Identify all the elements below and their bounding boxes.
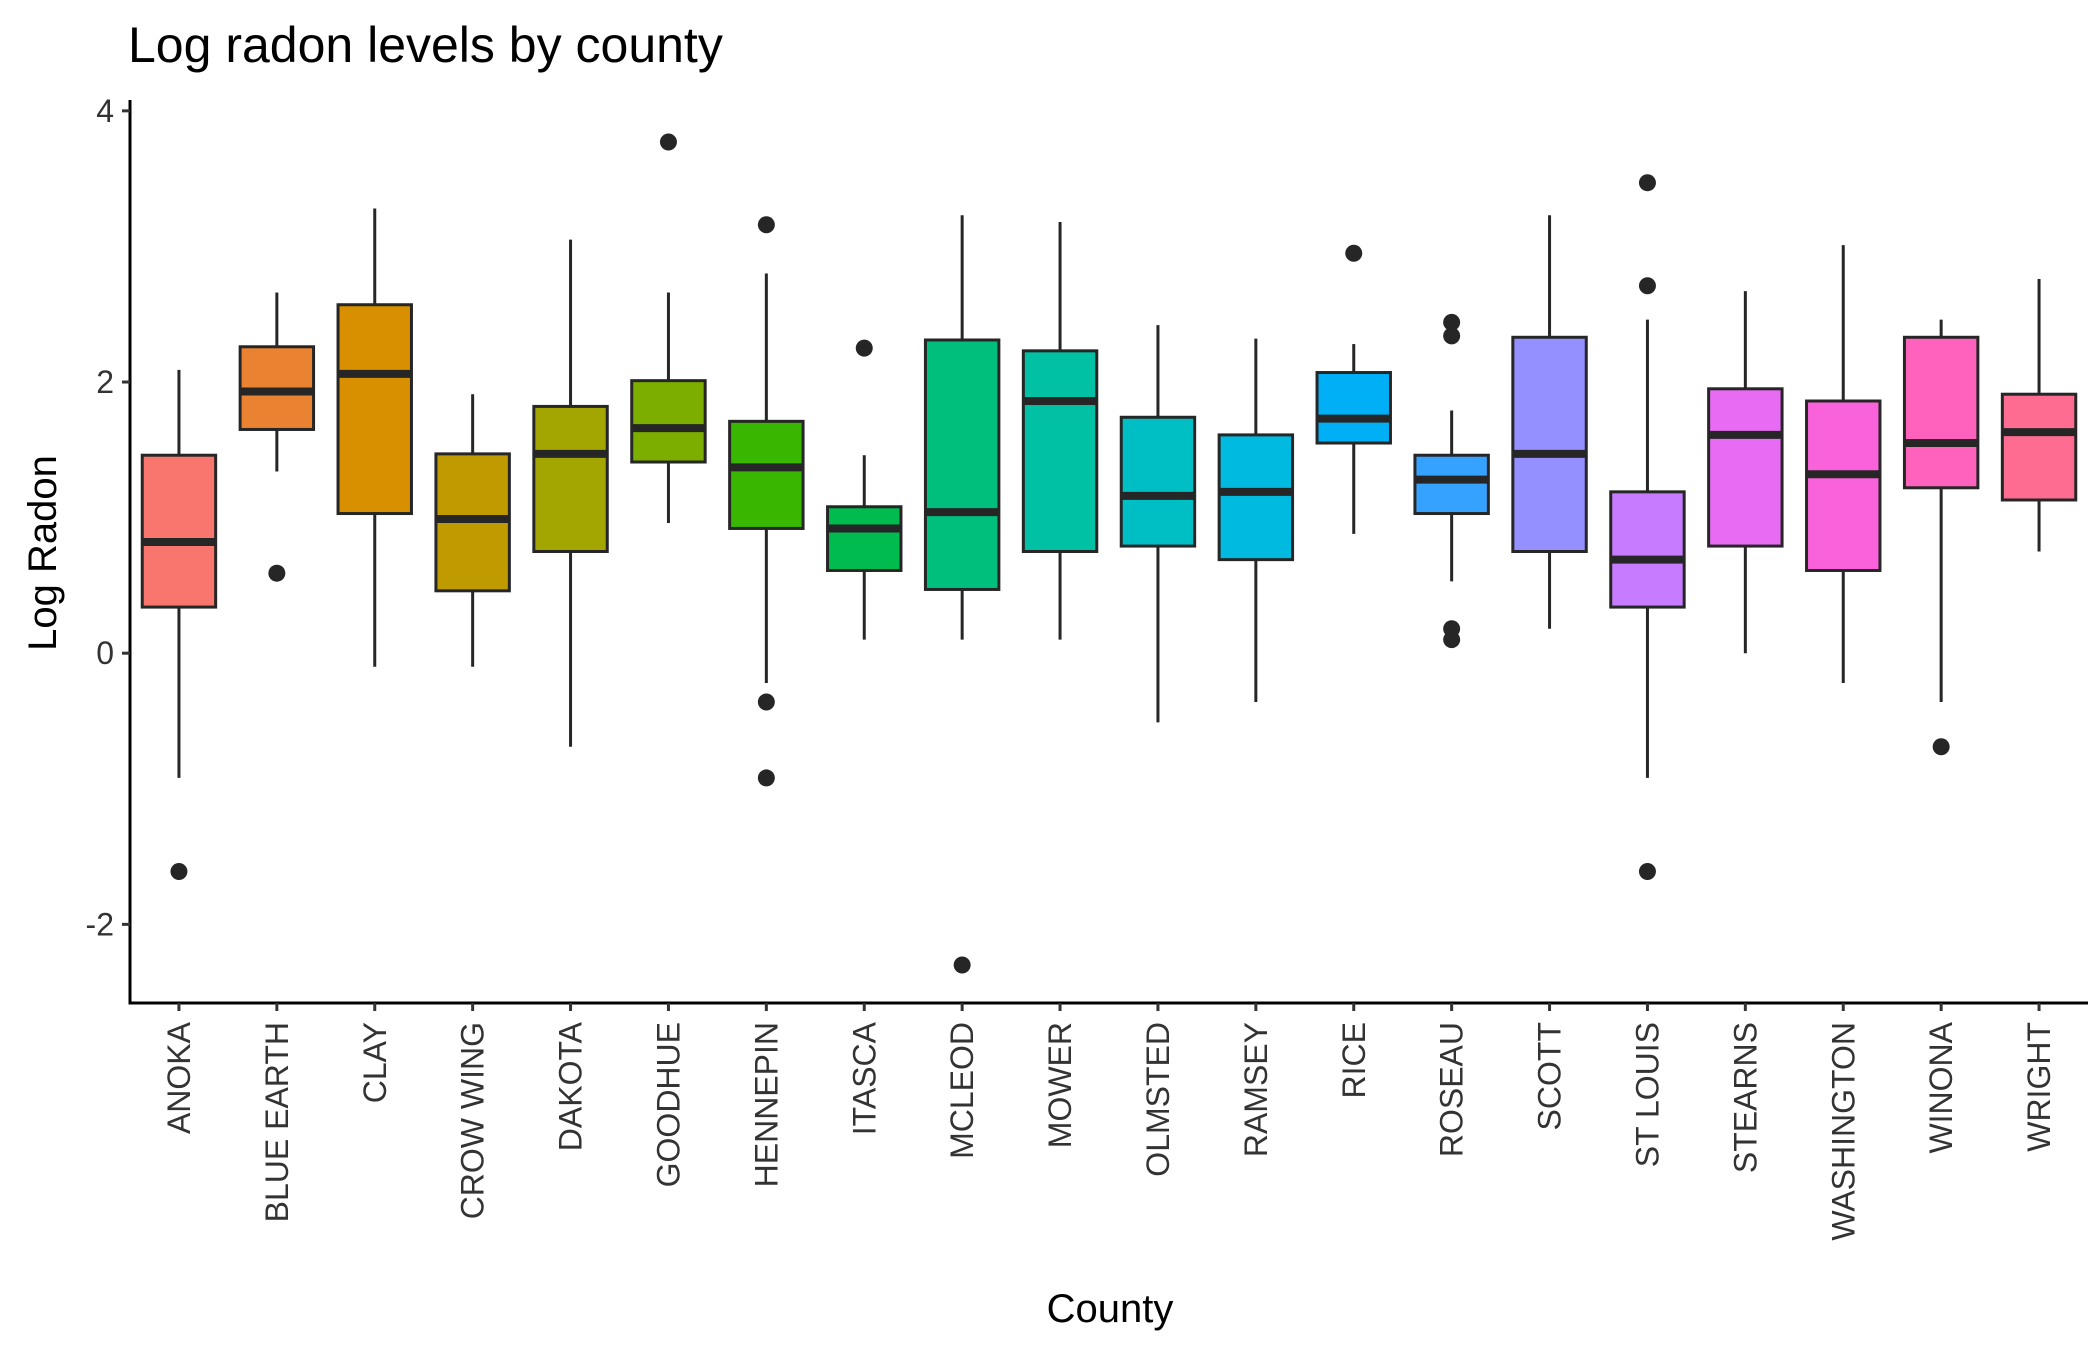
box-group (2000, 278, 2078, 552)
box (1119, 415, 1197, 548)
box-group (630, 133, 707, 524)
box-group (1511, 215, 1588, 629)
x-tick-label: BLUE EARTH (259, 1022, 295, 1222)
outlier-point (757, 693, 775, 711)
outlier-point (1443, 327, 1461, 345)
outlier-point (659, 133, 677, 151)
box-group (336, 208, 413, 667)
box (2000, 392, 2078, 502)
box (1609, 490, 1686, 609)
box (532, 404, 609, 554)
box (1217, 433, 1295, 562)
outlier-point (757, 769, 775, 787)
x-tick-label: ST LOUIS (1629, 1022, 1665, 1167)
outlier-point (1638, 174, 1656, 192)
box-group (1902, 319, 1980, 756)
outlier-point (1443, 313, 1461, 331)
box-group (1021, 222, 1099, 640)
x-tick-label: GOODHUE (650, 1022, 686, 1187)
box-group (1707, 291, 1784, 654)
y-tick-label: 2 (96, 364, 114, 400)
x-tick-label: WASHINGTON (1825, 1022, 1861, 1241)
box (826, 505, 903, 572)
box-group (1413, 313, 1490, 649)
outlier-point (1638, 277, 1656, 295)
box (1021, 349, 1099, 554)
x-tick-label: MOWER (1042, 1022, 1078, 1148)
box-group (532, 239, 609, 747)
x-tick-label: WRIGHT (2021, 1022, 2057, 1152)
box-group (140, 369, 218, 880)
x-tick-label: CLAY (357, 1022, 393, 1103)
box-group (1217, 338, 1295, 702)
box (1707, 387, 1784, 548)
box (630, 379, 707, 464)
x-tick-label: DAKOTA (553, 1021, 589, 1151)
x-tick-label: HENNEPIN (748, 1022, 784, 1187)
x-tick-label: CROW WING (455, 1022, 491, 1219)
y-tick-label: 0 (96, 635, 114, 671)
box-group (923, 215, 1001, 974)
box (1413, 453, 1490, 516)
x-tick-label: ITASCA (846, 1021, 882, 1135)
box-group (1609, 174, 1686, 880)
box-group (826, 339, 903, 640)
box (140, 453, 218, 609)
chart-title: Log radon levels by county (128, 17, 723, 73)
box (728, 419, 805, 530)
box (1902, 335, 1980, 490)
outlier-point (170, 862, 188, 880)
outlier-point (1443, 620, 1461, 638)
box (923, 338, 1001, 591)
box (1315, 371, 1392, 445)
x-tick-label: SCOTT (1532, 1022, 1568, 1130)
x-tick-label: RAMSEY (1238, 1022, 1274, 1157)
outlier-point (855, 339, 873, 357)
box (336, 303, 413, 516)
x-tick-label: RICE (1336, 1022, 1372, 1098)
x-axis-title: County (1047, 1287, 1174, 1331)
y-tick-label: -2 (86, 906, 114, 942)
y-tick-label: 4 (96, 93, 114, 129)
x-tick-label: MCLEOD (944, 1022, 980, 1159)
outlier-point (953, 956, 971, 974)
box-group (728, 216, 805, 787)
x-tick-label: WINONA (1923, 1021, 1959, 1153)
x-tick-label: STEARNS (1727, 1022, 1763, 1173)
outlier-point (757, 216, 775, 234)
plot-area (140, 133, 2078, 974)
y-axis-title: Log Radon (21, 455, 65, 651)
box-group (434, 394, 511, 667)
x-axis: ANOKA BLUE EARTH CLAY CROW WING DAKOTA GOODHU… (161, 1003, 2057, 1241)
box-group (1805, 245, 1882, 684)
outlier-point (268, 564, 286, 582)
x-tick-label: OLMSTED (1140, 1022, 1176, 1177)
y-axis: -2 0 2 4 (86, 93, 130, 942)
box-group (238, 292, 316, 582)
box (1511, 335, 1588, 553)
x-tick-label: ROSEAU (1434, 1022, 1470, 1157)
box (1805, 399, 1882, 572)
box-group (1315, 244, 1392, 534)
x-tick-label: ANOKA (161, 1021, 197, 1134)
outlier-point (1932, 738, 1950, 756)
outlier-point (1345, 244, 1363, 262)
outlier-point (1638, 862, 1656, 880)
box-group (1119, 325, 1197, 723)
